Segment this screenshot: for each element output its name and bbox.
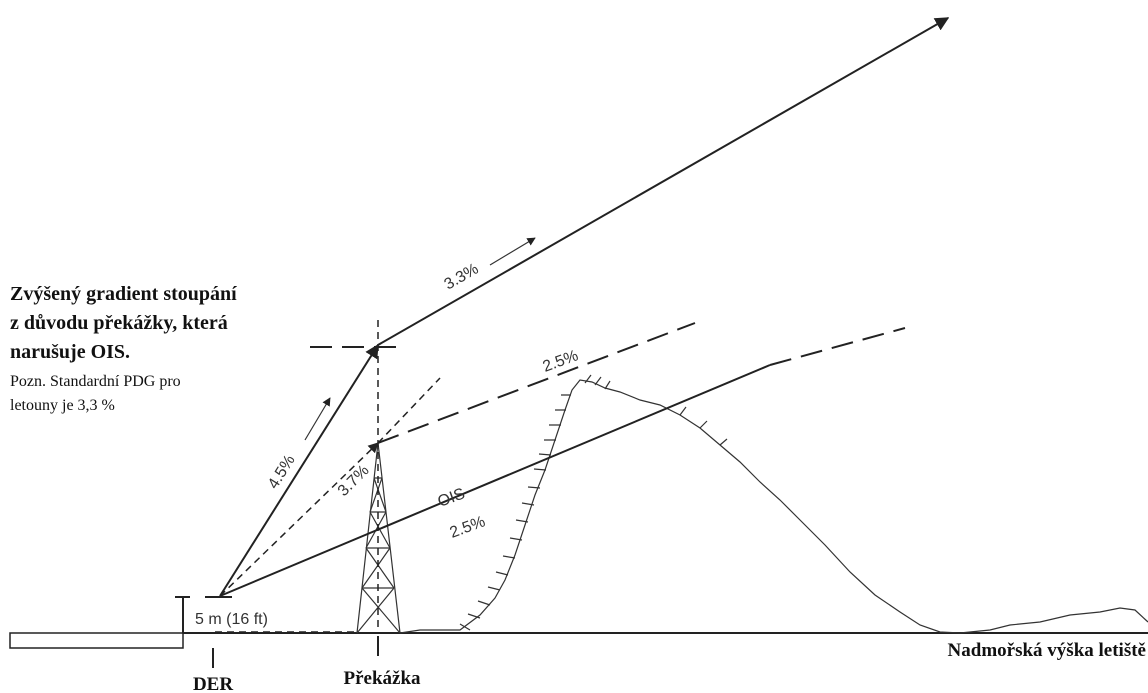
ois-line — [219, 364, 771, 597]
obstacle-climb-dash — [377, 377, 441, 444]
climb-final-path — [377, 17, 950, 346]
note-line: Pozn. Standardní PDG pro — [10, 373, 181, 390]
obstacle-surface-upper — [377, 322, 696, 444]
gradient-label: 2.5% — [541, 347, 581, 375]
terrain — [399, 379, 1148, 634]
direction-arrow — [304, 397, 331, 441]
gradient-label: 2.5% — [448, 513, 488, 541]
heading-line: z důvodu překážky, která — [10, 312, 228, 334]
heading-line: Zvýšený gradient stoupání — [10, 283, 237, 305]
heading-line: narušuje OIS. — [10, 341, 130, 363]
runway — [9, 632, 184, 649]
ois-label: OIS — [436, 485, 468, 510]
climb-initial-path — [219, 343, 379, 597]
note-line: letouny je 3,3 % — [10, 397, 115, 414]
terrain-hatch — [459, 374, 728, 631]
direction-arrow — [489, 237, 536, 266]
der-label: DER — [193, 674, 233, 693]
height-label: 5 m (16 ft) — [195, 611, 268, 628]
gradient-label: 4.5% — [265, 452, 299, 492]
elevation-label: Nadmořská výška letiště — [948, 640, 1146, 661]
to-obstacle-path — [219, 442, 379, 597]
ois-extension — [769, 327, 906, 366]
gradient-label: 3.7% — [335, 462, 373, 500]
obstacle-label: Překážka — [343, 668, 421, 689]
